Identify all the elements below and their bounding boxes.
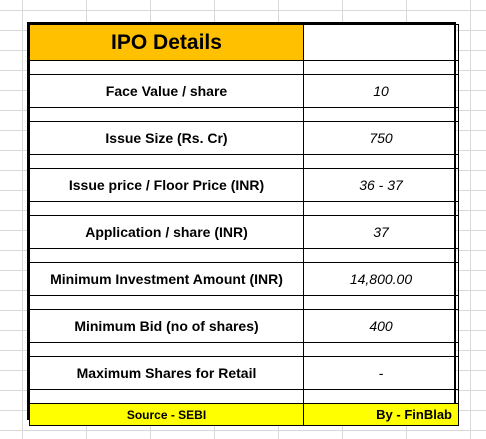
min-investment-label[interactable]: Minimum Investment Amount (INR) bbox=[29, 262, 304, 296]
spacer-cell[interactable] bbox=[29, 295, 304, 310]
table-title[interactable]: IPO Details bbox=[29, 24, 304, 61]
table-row: Issue price / Floor Price (INR) 36 - 37 bbox=[29, 168, 459, 202]
table-row: Application / share (INR) 37 bbox=[29, 215, 459, 249]
table-row: Minimum Bid (no of shares) 400 bbox=[29, 309, 459, 343]
footer-row: Source - SEBI By - FinBlab bbox=[29, 403, 459, 426]
spacer-cell[interactable] bbox=[303, 60, 459, 75]
spacer-cell[interactable] bbox=[303, 107, 459, 122]
spacer-cell[interactable] bbox=[303, 154, 459, 169]
spacer-cell[interactable] bbox=[29, 201, 304, 216]
title-row: IPO Details bbox=[29, 24, 459, 61]
spacer-cell[interactable] bbox=[29, 248, 304, 263]
max-shares-retail-value[interactable]: - bbox=[303, 356, 459, 390]
table-row: Minimum Investment Amount (INR) 14,800.0… bbox=[29, 262, 459, 296]
min-investment-value[interactable]: 14,800.00 bbox=[303, 262, 459, 296]
spacer-cell[interactable] bbox=[303, 201, 459, 216]
issue-size-label[interactable]: Issue Size (Rs. Cr) bbox=[29, 121, 304, 155]
author-credit[interactable]: By - FinBlab bbox=[303, 403, 459, 426]
issue-price-label[interactable]: Issue price / Floor Price (INR) bbox=[29, 168, 304, 202]
spacer-cell[interactable] bbox=[29, 342, 304, 357]
title-value-cell[interactable] bbox=[303, 24, 459, 61]
spacer-cell[interactable] bbox=[29, 60, 304, 75]
table-row: Maximum Shares for Retail - bbox=[29, 356, 459, 390]
min-bid-value[interactable]: 400 bbox=[303, 309, 459, 343]
table-row: Face Value / share 10 bbox=[29, 74, 459, 108]
face-value-label[interactable]: Face Value / share bbox=[29, 74, 304, 108]
issue-size-value[interactable]: 750 bbox=[303, 121, 459, 155]
ipo-details-table: IPO Details Face Value / share 10 Issue … bbox=[27, 22, 459, 426]
min-bid-label[interactable]: Minimum Bid (no of shares) bbox=[29, 309, 304, 343]
spacer-cell[interactable] bbox=[303, 295, 459, 310]
spacer-cell[interactable] bbox=[303, 248, 459, 263]
spacer-cell[interactable] bbox=[29, 154, 304, 169]
max-shares-retail-label[interactable]: Maximum Shares for Retail bbox=[29, 356, 304, 390]
application-share-value[interactable]: 37 bbox=[303, 215, 459, 249]
table-row: Issue Size (Rs. Cr) 750 bbox=[29, 121, 459, 155]
face-value-value[interactable]: 10 bbox=[303, 74, 459, 108]
spacer-cell[interactable] bbox=[303, 342, 459, 357]
issue-price-value[interactable]: 36 - 37 bbox=[303, 168, 459, 202]
spacer-cell[interactable] bbox=[303, 389, 459, 404]
source-credit[interactable]: Source - SEBI bbox=[29, 403, 304, 426]
application-share-label[interactable]: Application / share (INR) bbox=[29, 215, 304, 249]
spacer-cell[interactable] bbox=[29, 389, 304, 404]
spacer-cell[interactable] bbox=[29, 107, 304, 122]
